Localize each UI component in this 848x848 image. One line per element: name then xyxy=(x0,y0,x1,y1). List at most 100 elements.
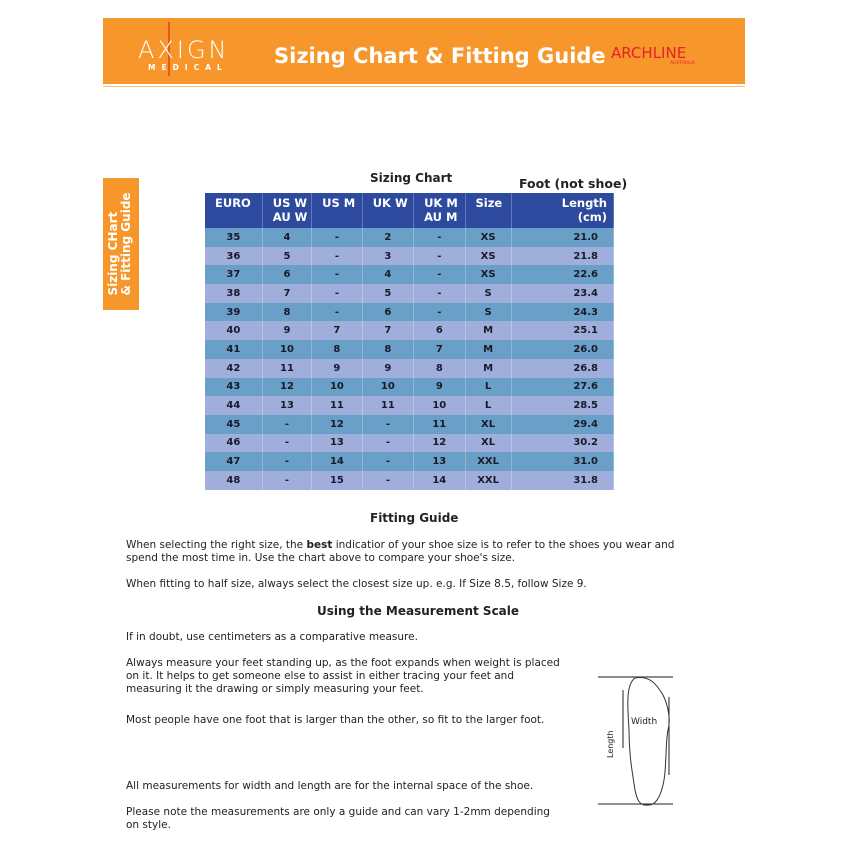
fitting-title: Fitting Guide xyxy=(370,511,459,525)
archline-logo-sub: AUSTRALIA xyxy=(670,61,695,66)
table-cell: - xyxy=(262,452,313,471)
table-cell: - xyxy=(362,414,415,434)
table-cell: XXL xyxy=(465,470,512,490)
page-title: Sizing Chart & Fitting Guide xyxy=(274,44,606,68)
table-cell: 29.4 xyxy=(511,414,615,434)
column-header: Length (cm) xyxy=(511,193,615,228)
table-cell: 8 xyxy=(362,340,415,359)
measure-p1: If in doubt, use centimeters as a compar… xyxy=(126,631,418,643)
column-header: US M xyxy=(311,193,363,228)
axign-logo: AXIGN xyxy=(138,36,230,64)
table-cell: 46 xyxy=(205,433,263,453)
sizing-table: EURO US W AU W US M UK W UK M AU M Size Length (c… xyxy=(205,193,615,490)
table-cell: 11 xyxy=(413,414,466,434)
table-cell: 13 xyxy=(262,396,313,415)
measure-p4: All measurements for width and length ar… xyxy=(126,780,534,792)
table-cell: 24.3 xyxy=(511,302,615,322)
table-cell: 44 xyxy=(205,396,263,415)
table-cell: - xyxy=(413,246,466,266)
side-tab xyxy=(103,178,139,310)
table-cell: - xyxy=(362,433,415,453)
measure-p3: Most people have one foot that is larger… xyxy=(126,714,545,726)
table-cell: M xyxy=(465,321,512,341)
width-label: Width xyxy=(631,717,657,727)
table-cell: - xyxy=(262,414,313,434)
table-cell: 47 xyxy=(205,452,263,471)
header-banner xyxy=(103,18,745,86)
table-cell: 21.0 xyxy=(511,228,615,247)
table-cell: 8 xyxy=(413,358,466,378)
table-cell: M xyxy=(465,358,512,378)
table-cell: - xyxy=(413,228,466,247)
table-cell: 27.6 xyxy=(511,377,615,397)
table-cell: 10 xyxy=(311,377,363,397)
text: When selecting the right size, the xyxy=(126,539,307,551)
table-cell: 38 xyxy=(205,284,263,303)
table-cell: S xyxy=(465,284,512,303)
table-cell: 45 xyxy=(205,414,263,434)
text: indicatior of your shoe size is to refer… xyxy=(126,539,675,564)
measure-p5: Please note the measurements are only a … xyxy=(126,806,550,831)
table-cell: 31.8 xyxy=(511,470,615,490)
table-cell: 6 xyxy=(413,321,466,341)
axign-logo-mark xyxy=(168,22,170,76)
table-row: 48-15-14 XXL 31.8 xyxy=(205,470,615,490)
table-cell: 13 xyxy=(311,433,363,453)
table-cell: 8 xyxy=(262,302,313,322)
table-row: 38 7-5- S 23.4 xyxy=(205,284,615,303)
column-header: Size xyxy=(465,193,512,228)
table-cell: - xyxy=(311,246,363,266)
table-cell: S xyxy=(465,302,512,322)
table-cell: 10 xyxy=(413,396,466,415)
table-cell: 4 xyxy=(262,228,313,247)
table-cell: 40 xyxy=(205,321,263,341)
table-row: 37 6-4- XS 22.6 xyxy=(205,265,615,285)
table-cell: - xyxy=(311,265,363,285)
table-cell: 28.5 xyxy=(511,396,615,415)
side-tab-label: Sizing CHart & Fitting Guide xyxy=(106,192,133,296)
table-cell: 26.0 xyxy=(511,340,615,359)
table-cell: 41 xyxy=(205,340,263,359)
table-row: 47-14-13 XXL 31.0 xyxy=(205,452,615,471)
table-cell: 5 xyxy=(262,246,313,266)
table-cell: 9 xyxy=(262,321,313,341)
length-label: Length xyxy=(606,730,615,758)
fitting-p1: When selecting the right size, the best … xyxy=(126,539,706,565)
table-cell: 31.0 xyxy=(511,452,615,471)
table-row: 43 12 10 10 9 L 27.6 xyxy=(205,377,615,397)
table-row: 45-12-11 XL 29.4 xyxy=(205,414,615,434)
table-cell: XS xyxy=(465,246,512,266)
table-cell: 9 xyxy=(362,358,415,378)
table-row: 39 8-6- S 24.3 xyxy=(205,302,615,322)
table-cell: M xyxy=(465,340,512,359)
table-cell: 7 xyxy=(311,321,363,341)
axign-logo-sub: MEDICAL xyxy=(148,63,228,72)
table-cell: XS xyxy=(465,228,512,247)
table-cell: 37 xyxy=(205,265,263,285)
table-cell: 6 xyxy=(262,265,313,285)
table-cell: - xyxy=(311,284,363,303)
table-cell: 11 xyxy=(311,396,363,415)
table-cell: 10 xyxy=(362,377,415,397)
table-cell: 12 xyxy=(413,433,466,453)
table-cell: 10 xyxy=(262,340,313,359)
table-cell: 14 xyxy=(413,470,466,490)
table-cell: 9 xyxy=(311,358,363,378)
table-cell: 3 xyxy=(362,246,415,266)
table-cell: 26.8 xyxy=(511,358,615,378)
column-header: US W AU W xyxy=(262,193,313,228)
side-tab-line2: & Fitting Guide xyxy=(119,192,133,296)
table-cell: 23.4 xyxy=(511,284,615,303)
table-cell: - xyxy=(362,470,415,490)
text-bold: best xyxy=(306,539,333,551)
table-cell: 12 xyxy=(262,377,313,397)
table-cell: 30.2 xyxy=(511,433,615,453)
foot-note: Foot (not shoe) xyxy=(519,176,628,191)
table-cell: 48 xyxy=(205,470,263,490)
archline-logo: ARCHLINE xyxy=(611,44,687,62)
table-cell: 7 xyxy=(413,340,466,359)
table-cell: 14 xyxy=(311,452,363,471)
table-row: 35 4-2- XS 21.0 xyxy=(205,228,615,247)
table-row: 40 9 7 7 6 M 25.1 xyxy=(205,321,615,341)
table-cell: - xyxy=(311,302,363,322)
